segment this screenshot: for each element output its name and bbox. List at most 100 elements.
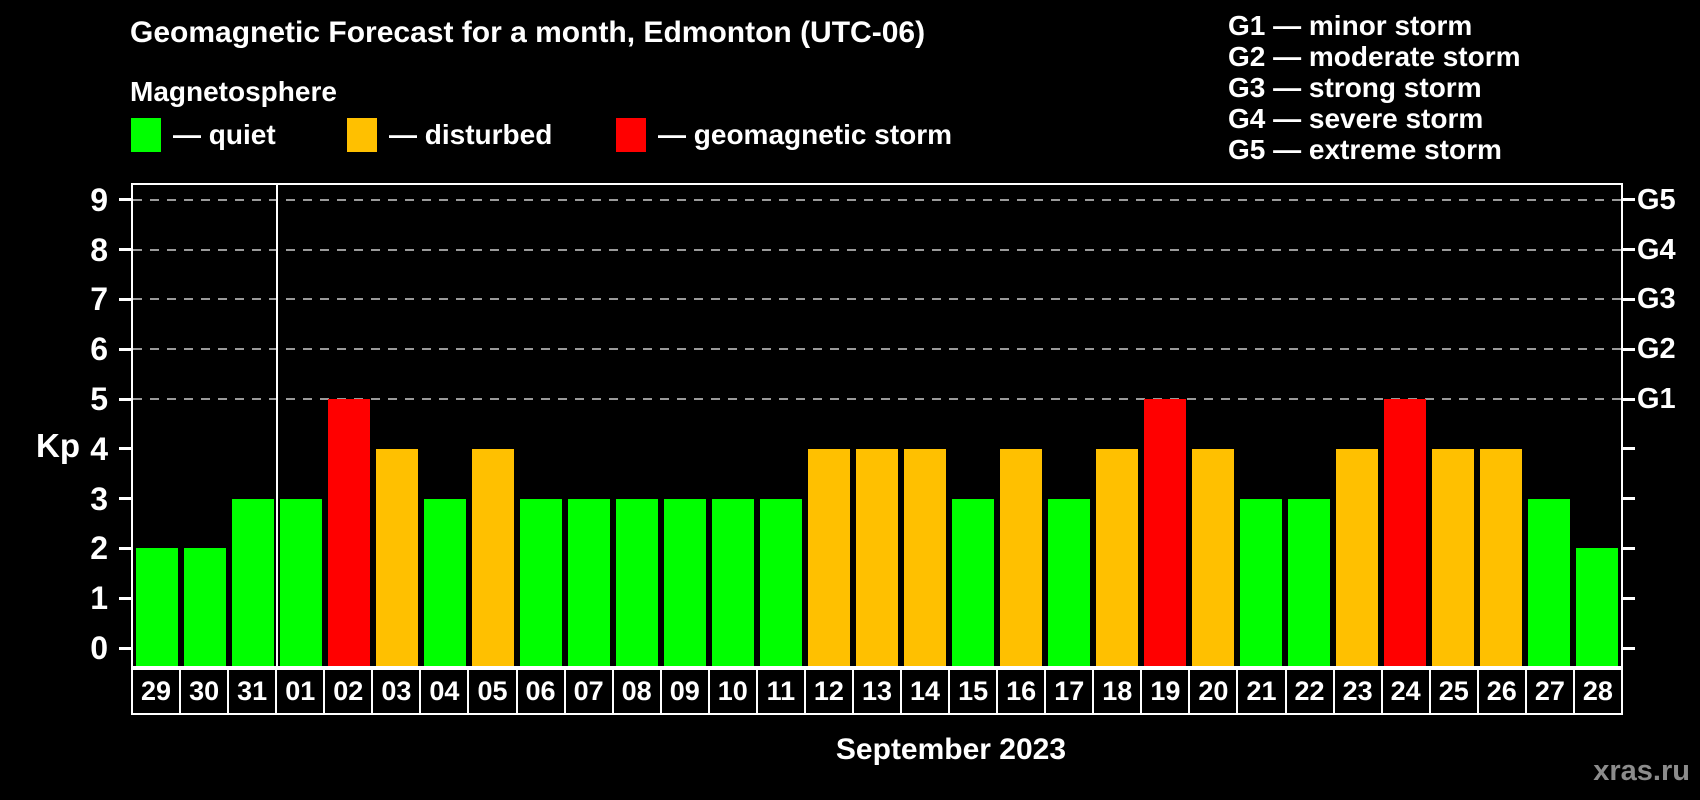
y-axis-tick — [1623, 447, 1635, 451]
y-axis-tick — [119, 198, 131, 202]
y-axis-tick — [119, 297, 131, 301]
kp-bar — [1480, 448, 1522, 666]
storm-scale-g3: G3 — strong storm — [1228, 72, 1482, 103]
y-axis-tick-label: 0 — [90, 630, 108, 666]
g-level-label: G3 — [1637, 283, 1676, 316]
y-axis-tick — [119, 397, 131, 401]
kp-bar — [376, 448, 418, 666]
y-axis-tick — [119, 447, 131, 451]
gridline — [133, 298, 1621, 301]
y-axis-tick-label: 7 — [90, 281, 108, 318]
y-axis-tick-label: 9 — [90, 181, 108, 218]
y-axis-tick-label: 2 — [90, 530, 108, 567]
date-cell: 13 — [851, 668, 902, 715]
kp-bar — [856, 448, 898, 666]
kp-bar — [1096, 448, 1138, 666]
kp-bar — [952, 498, 994, 666]
kp-bar — [664, 498, 706, 666]
legend-quiet-label: — quiet — [173, 119, 276, 150]
y-axis-tick — [1623, 546, 1635, 550]
date-cell: 10 — [707, 668, 758, 715]
month-label: September 2023 — [835, 733, 1067, 766]
kp-bar — [184, 548, 226, 666]
kp-bar — [1144, 399, 1186, 666]
date-cell: 20 — [1188, 668, 1239, 715]
kp-bar — [760, 498, 802, 666]
plot-area — [119, 183, 1635, 668]
magnetosphere-subtitle: Magnetosphere — [130, 76, 337, 107]
storm-scale-g2: G2 — moderate storm — [1228, 41, 1521, 72]
kp-bar — [1000, 448, 1042, 666]
date-cell: 30 — [179, 668, 230, 715]
kp-bar — [1048, 498, 1090, 666]
y-axis-tick-label: 1 — [90, 580, 108, 617]
g-level-label: G5 — [1637, 183, 1676, 216]
storm-scale-g1: G1 — minor storm — [1228, 10, 1473, 41]
y-axis-tick — [1623, 646, 1635, 650]
y-axis-tick-label: 3 — [90, 480, 108, 517]
kp-bar — [424, 498, 466, 666]
date-cell: 22 — [1284, 668, 1335, 715]
legend-disturbed-label: — disturbed — [389, 119, 553, 150]
date-cell: 01 — [275, 668, 326, 715]
kp-bar — [1288, 498, 1330, 666]
y-axis-tick — [119, 347, 131, 351]
y-axis-tick-label: 4 — [90, 430, 108, 467]
y-axis-tick — [1623, 297, 1635, 301]
y-axis-tick — [1623, 397, 1635, 401]
kp-bar — [136, 548, 178, 666]
date-cell: 02 — [323, 668, 374, 715]
date-cell: 11 — [755, 668, 806, 715]
gridline — [133, 248, 1621, 251]
date-cell: 21 — [1236, 668, 1287, 715]
legend-item-disturbed: — disturbed — [347, 118, 552, 152]
kp-bar — [280, 498, 322, 666]
storm-scale-g5: G5 — extreme storm — [1228, 134, 1502, 165]
g-level-label: G4 — [1637, 233, 1676, 266]
storm-swatch-icon — [616, 118, 646, 152]
date-cell: 15 — [948, 668, 999, 715]
date-cell: 19 — [1140, 668, 1191, 715]
date-cell: 23 — [1332, 668, 1383, 715]
storm-scale-g4: G4 — severe storm — [1228, 103, 1484, 134]
watermark: xras.ru — [1593, 755, 1690, 787]
y-axis-tick-label: 5 — [90, 381, 108, 417]
date-cell: 03 — [371, 668, 422, 715]
y-axis-tick — [1623, 596, 1635, 600]
date-cell: 31 — [227, 668, 278, 715]
date-cell: 05 — [467, 668, 518, 715]
y-axis-tick — [119, 248, 131, 252]
kp-bar — [232, 498, 274, 666]
date-cell: 26 — [1476, 668, 1527, 715]
date-cell: 16 — [996, 668, 1047, 715]
date-cell: 24 — [1380, 668, 1431, 715]
y-axis-tick — [1623, 497, 1635, 501]
date-cell: 12 — [803, 668, 854, 715]
kp-bar — [568, 498, 610, 666]
y-axis-tick — [119, 646, 131, 650]
date-cell: 07 — [563, 668, 614, 715]
legend-storm-label: — geomagnetic storm — [658, 119, 953, 150]
kp-bar — [520, 498, 562, 666]
date-cell: 25 — [1428, 668, 1479, 715]
y-axis-tick-label: 6 — [90, 331, 108, 368]
kp-bar — [1336, 448, 1378, 666]
kp-bar — [1576, 548, 1618, 666]
kp-bar — [808, 448, 850, 666]
g-level-label: G2 — [1637, 333, 1676, 366]
storm-scale-legend: G1 — minor storm G2 — moderate storm G3 … — [1228, 10, 1521, 165]
kp-bar — [616, 498, 658, 666]
y-axis-tick — [119, 596, 131, 600]
date-cell: 06 — [515, 668, 566, 715]
date-cell: 17 — [1044, 668, 1095, 715]
quiet-swatch-icon — [131, 118, 161, 152]
date-cell: 14 — [900, 668, 951, 715]
disturbed-swatch-icon — [347, 118, 377, 152]
date-cell: 04 — [419, 668, 470, 715]
kp-bar — [472, 448, 514, 666]
date-cell: 08 — [611, 668, 662, 715]
date-cell: 18 — [1092, 668, 1143, 715]
date-cell: 29 — [131, 668, 182, 715]
kp-bar — [1240, 498, 1282, 666]
